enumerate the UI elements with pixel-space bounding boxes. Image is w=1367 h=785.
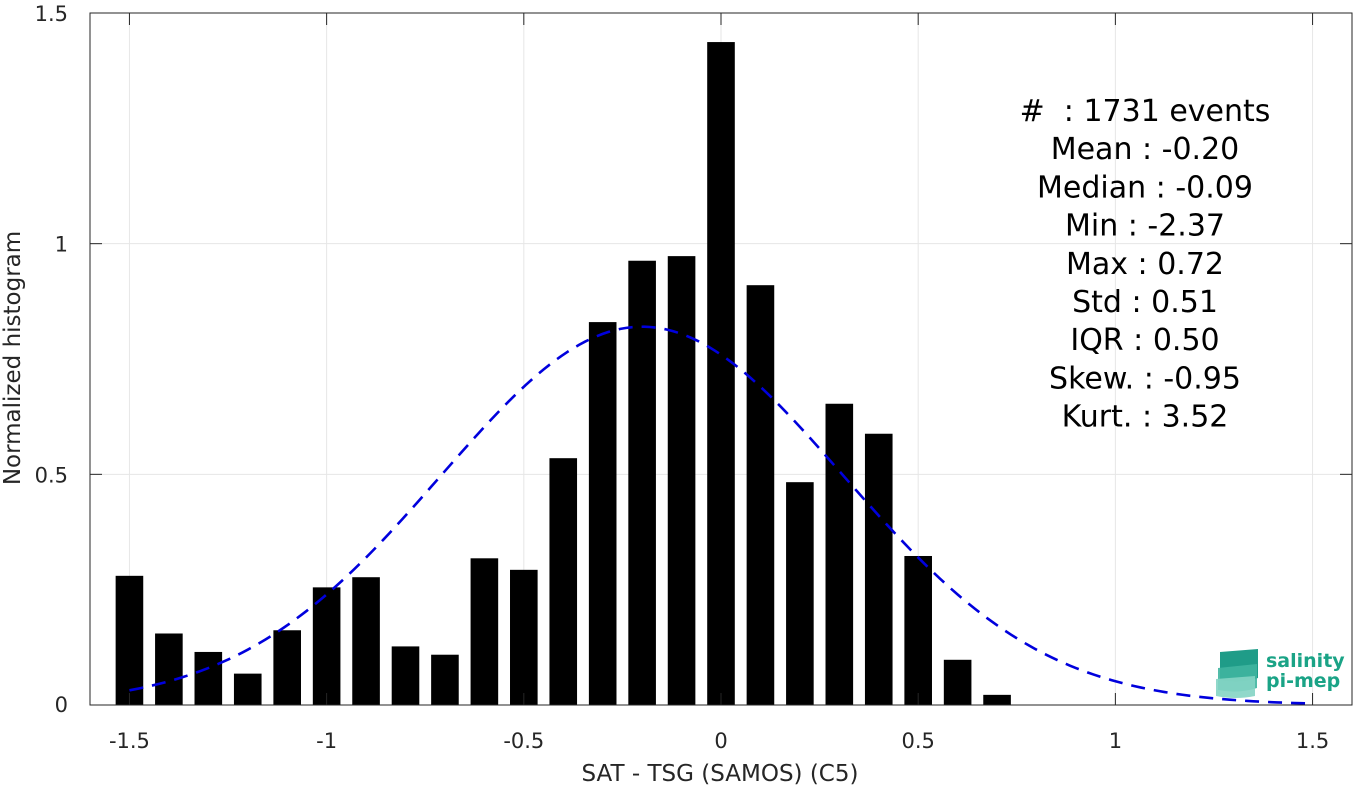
histogram-bar — [707, 42, 735, 705]
histogram-bar — [943, 659, 972, 705]
stats-line-3: Min : -2.37 — [1065, 209, 1225, 244]
y-tick-labels: 0 0.5 1 1.5 — [35, 2, 68, 717]
gaussian-fit-curve — [129, 325, 1313, 705]
histogram-bar — [510, 569, 538, 705]
histogram-bar — [273, 630, 301, 705]
histogram-bar — [825, 403, 854, 705]
x-tick-label-1: -1 — [316, 729, 337, 753]
x-tick-label-3: 0 — [714, 729, 727, 753]
x-tick-label-4: 0.5 — [901, 729, 934, 753]
histogram-bar — [352, 577, 380, 705]
histogram-bar — [155, 633, 183, 705]
histogram-bar — [786, 482, 814, 705]
histogram-bar — [667, 256, 696, 705]
stats-line-5: Std : 0.51 — [1072, 285, 1218, 320]
histogram-bar — [904, 555, 932, 705]
histogram-bar — [115, 575, 144, 705]
y-axis-label: Normalized histogram — [0, 231, 26, 485]
logo-line-2: pi-mep — [1266, 670, 1340, 692]
histogram-bar — [549, 458, 578, 705]
x-tick-labels: -1.5 -1 -0.5 0 0.5 1 1.5 — [109, 729, 1329, 753]
x-tick-label-0: -1.5 — [109, 729, 150, 753]
x-tick-label-5: 1 — [1109, 729, 1122, 753]
y-tick-label-1: 0.5 — [35, 463, 68, 487]
salinity-pi-mep-logo: salinity pi-mep — [1216, 649, 1345, 698]
x-axis-label: SAT - TSG (SAMOS) (C5) — [582, 761, 859, 785]
y-tick-label-3: 1.5 — [35, 2, 68, 26]
x-tick-label-6: 1.5 — [1296, 729, 1329, 753]
histogram-bar — [194, 651, 223, 705]
logo-line-1: salinity — [1266, 650, 1345, 672]
histogram-bar — [391, 646, 420, 705]
y-tick-label-2: 1 — [55, 233, 68, 257]
stats-line-6: IQR : 0.50 — [1070, 323, 1219, 358]
histogram-bar — [983, 694, 1011, 705]
stats-line-8: Kurt. : 3.52 — [1062, 400, 1229, 435]
histogram-bar — [588, 322, 617, 705]
wave-logo-icon — [1216, 649, 1258, 698]
histogram-bar — [628, 260, 656, 705]
axis-ticks — [90, 12, 1352, 706]
histogram-bars — [115, 42, 1011, 705]
x-tick-label-2: -0.5 — [503, 729, 544, 753]
histogram-bar — [864, 433, 893, 705]
stats-line-4: Max : 0.72 — [1066, 247, 1224, 282]
stats-line-2: Median : -0.09 — [1037, 170, 1253, 205]
stats-line-7: Skew. : -0.95 — [1049, 361, 1241, 396]
histogram-bar — [746, 285, 775, 705]
histogram-bar — [312, 587, 341, 705]
histogram-bar — [431, 654, 459, 705]
y-tick-label-0: 0 — [55, 693, 68, 717]
stats-line-0: # : 1731 events — [1020, 94, 1271, 129]
histogram-bar — [233, 673, 262, 705]
histogram-bar — [470, 558, 499, 705]
stats-line-1: Mean : -0.20 — [1051, 132, 1240, 167]
